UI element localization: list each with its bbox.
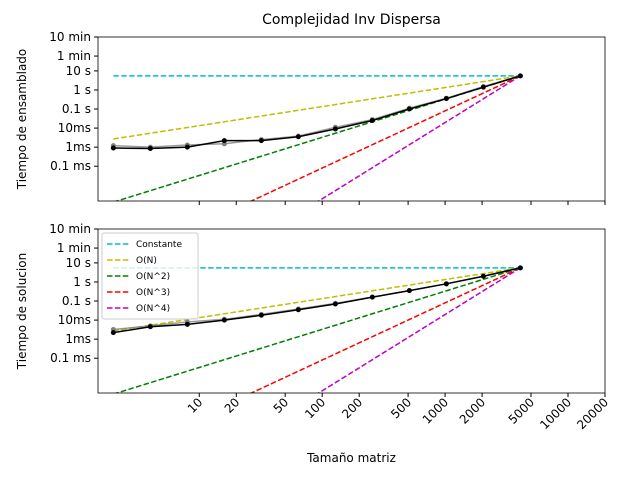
subplot: Tiempo de solucion Tamaño matriz 0.1 ms 1ms…	[15, 222, 611, 465]
x-tick-label: 100	[302, 395, 328, 421]
data-point	[258, 138, 264, 144]
series-line	[249, 267, 521, 393]
data-point	[443, 96, 449, 102]
y-tick-label: 10ms	[58, 313, 91, 327]
data-point	[443, 281, 449, 287]
data-point	[258, 312, 264, 318]
y-tick-label: 0.1 s	[62, 294, 91, 308]
y-tick-label: 10 s	[66, 64, 91, 78]
data-point	[110, 330, 116, 336]
data-point	[332, 301, 338, 307]
data-point	[221, 138, 227, 144]
subplot: Complejidad Inv Dispersa Tiempo de ensamb…	[15, 12, 606, 205]
y-tick-label: 1ms	[65, 332, 91, 346]
y-tick-label: 1 s	[73, 275, 91, 289]
axes-frame	[97, 228, 606, 394]
x-tick-label: 2000	[457, 395, 488, 426]
legend-label: O(N^2)	[136, 272, 170, 282]
x-tick-label: 10	[185, 395, 206, 416]
y-tick-label: 0.1 ms	[50, 351, 91, 365]
x-tick-label: 50	[271, 395, 292, 416]
data-point	[221, 317, 227, 323]
plot-area	[110, 73, 523, 201]
data-point	[480, 84, 486, 90]
data-point	[184, 321, 190, 327]
legend-label: O(N)	[136, 256, 157, 266]
data-point	[406, 288, 412, 294]
y-tick-label: 0.1 s	[62, 102, 91, 116]
x-tick-label: 1000	[420, 395, 451, 426]
x-tick-label: 20000	[574, 395, 611, 432]
y-tick-label: 1 s	[73, 83, 91, 97]
data-point	[184, 144, 190, 150]
chart-title: Complejidad Inv Dispersa	[262, 12, 441, 28]
series-line	[113, 75, 521, 148]
x-tick-label: 200	[339, 395, 365, 421]
series-line	[113, 267, 521, 332]
data-point	[295, 134, 301, 140]
x-axis-label: Tamaño matriz	[306, 451, 396, 465]
x-tick-label: 20	[222, 395, 243, 416]
data-point	[369, 294, 375, 300]
x-tick-label: 5000	[506, 395, 537, 426]
data-point	[406, 106, 412, 112]
legend-box	[101, 232, 199, 320]
x-tick-label: 10000	[537, 395, 574, 432]
legend-label: O(N^3)	[136, 288, 170, 298]
series-line	[317, 75, 521, 201]
data-point	[332, 126, 338, 132]
y-tick-label: 1 min	[57, 241, 91, 255]
y-axis-label: Tiempo de solucion	[15, 253, 29, 370]
data-point	[480, 273, 486, 279]
series-line	[113, 267, 521, 334]
series-line	[249, 75, 521, 201]
legend-label: O(N^4)	[136, 304, 170, 314]
series-line	[317, 267, 521, 393]
series-line	[113, 75, 521, 150]
data-point	[147, 324, 153, 330]
data-point	[110, 145, 116, 151]
series-line	[113, 75, 521, 140]
y-axis-label: Tiempo de ensamblado	[15, 49, 29, 191]
y-tick-label: 0.1 ms	[50, 159, 91, 173]
x-tick-label: 500	[388, 395, 414, 421]
legend-label: Constante	[136, 240, 182, 250]
data-point	[517, 73, 523, 79]
data-point	[295, 307, 301, 313]
data-point	[147, 146, 153, 152]
axes-frame	[97, 36, 606, 202]
legend: Constante O(N) O(N^2) O(N^3) O(N^4)	[101, 232, 199, 320]
y-tick-label: 1ms	[65, 140, 91, 154]
y-tick-label: 1 min	[57, 49, 91, 63]
y-tick-label: 10 min	[49, 222, 91, 236]
data-point	[517, 265, 523, 271]
y-tick-label: 10 min	[49, 30, 91, 44]
data-point	[369, 118, 375, 124]
y-tick-label: 10 s	[66, 256, 91, 270]
y-tick-label: 10ms	[58, 121, 91, 135]
